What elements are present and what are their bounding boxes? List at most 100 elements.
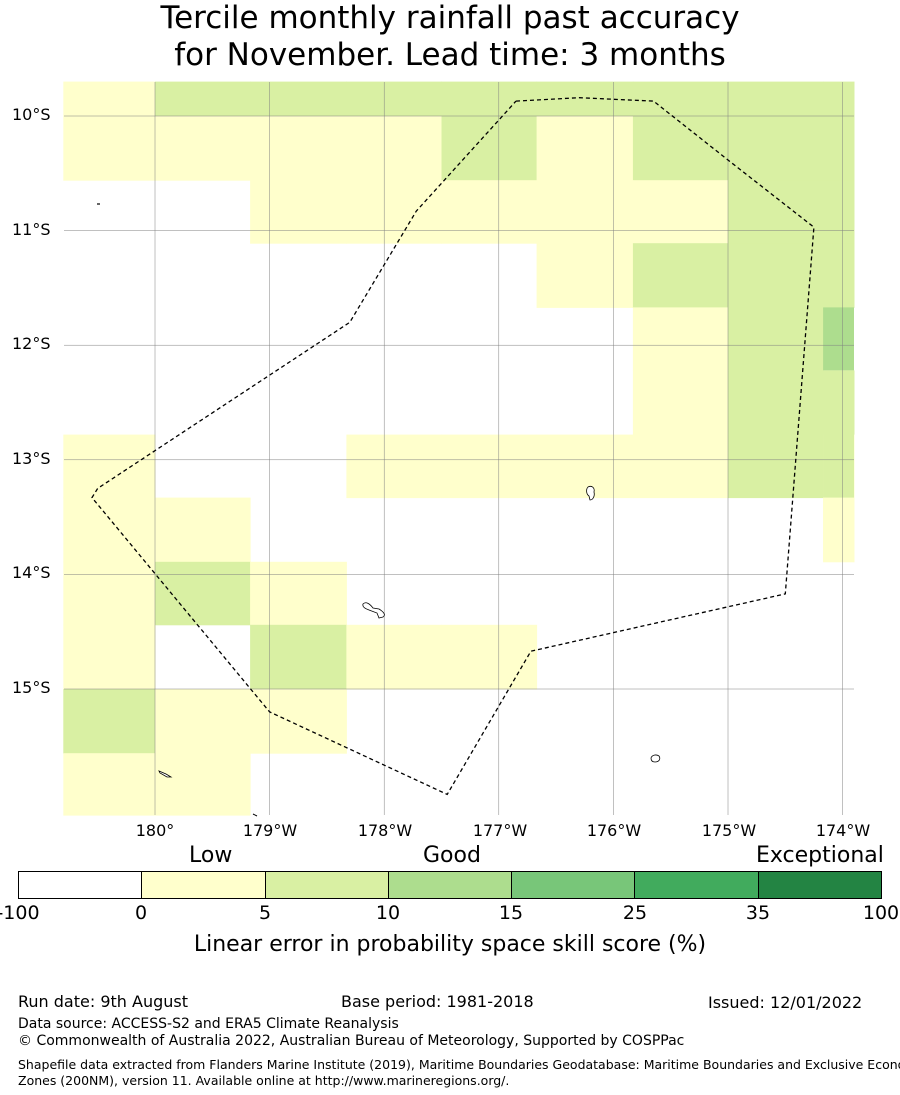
skill-cell bbox=[63, 497, 156, 563]
skill-cell bbox=[250, 116, 347, 181]
skill-cell bbox=[63, 561, 156, 626]
skill-score-cells bbox=[63, 81, 855, 816]
skill-cell bbox=[155, 81, 251, 117]
skill-cell bbox=[823, 434, 854, 498]
skill-cell bbox=[441, 180, 538, 244]
skill-cell bbox=[632, 243, 729, 308]
skill-cell bbox=[441, 434, 538, 499]
skill-cell bbox=[823, 497, 854, 562]
skill-cell bbox=[250, 624, 347, 690]
lon-label-175w: 175°W bbox=[701, 821, 757, 840]
colorbar-label: Linear error in probability space skill … bbox=[193, 932, 707, 957]
lon-label-178w: 178°W bbox=[357, 821, 413, 840]
lat-label-11s: 11°S bbox=[12, 220, 51, 239]
shapefile-credit-line-1: Shapefile data extracted from Flanders M… bbox=[18, 1057, 900, 1072]
data-source: Data source: ACCESS-S2 and ERA5 Climate … bbox=[18, 1016, 399, 1032]
skill-cell bbox=[823, 243, 855, 308]
colorbar-segment-5-10 bbox=[265, 872, 389, 898]
title-line-1: Tercile monthly rainfall past accuracy bbox=[160, 0, 740, 36]
lon-label-174w: 174°W bbox=[815, 821, 871, 840]
skill-cell bbox=[728, 307, 824, 371]
skill-cell bbox=[728, 81, 824, 117]
skill-cell bbox=[63, 434, 156, 499]
lon-label-180: 180° bbox=[135, 821, 175, 840]
skill-cell bbox=[346, 81, 442, 117]
skill-cell bbox=[536, 434, 634, 499]
skill-cell bbox=[632, 116, 729, 181]
skill-cell bbox=[346, 116, 442, 181]
skill-cell bbox=[536, 180, 634, 244]
shapefile-credit-line-2: Zones (200NM), version 11. Available onl… bbox=[18, 1073, 510, 1088]
map-title: Tercile monthly rainfall past accuracy f… bbox=[0, 0, 900, 74]
colorbar-tick: -100 bbox=[0, 902, 40, 924]
skill-cell bbox=[632, 81, 729, 117]
skill-cell bbox=[536, 116, 634, 181]
lon-label-177w: 177°W bbox=[472, 821, 528, 840]
lat-label-13s: 13°S bbox=[12, 449, 51, 468]
skill-cell bbox=[155, 689, 251, 754]
colorbar-category-low: Low bbox=[189, 843, 233, 868]
skill-cell bbox=[155, 497, 251, 563]
skill-cell bbox=[728, 116, 824, 181]
skill-cell bbox=[346, 180, 442, 244]
issued-date: Issued: 12/01/2022 bbox=[708, 993, 863, 1012]
colorbar-category-good: Good bbox=[423, 843, 481, 868]
skill-cell bbox=[823, 116, 855, 181]
lat-label-12s: 12°S bbox=[12, 334, 51, 353]
copyright-notice: © Commonwealth of Australia 2022, Austra… bbox=[18, 1033, 685, 1049]
skill-cell bbox=[441, 624, 538, 690]
colorbar-segment-neg100-0 bbox=[19, 872, 143, 898]
colorbar-tick: 100 bbox=[862, 902, 900, 924]
colorbar-tick: 0 bbox=[134, 902, 148, 924]
skill-cell bbox=[728, 370, 824, 436]
skill-cell bbox=[536, 243, 634, 308]
lon-label-179w: 179°W bbox=[242, 821, 298, 840]
colorbar-tick: 25 bbox=[622, 902, 648, 924]
skill-cell bbox=[155, 116, 251, 181]
skill-cell bbox=[250, 561, 347, 626]
lat-label-10s: 10°S bbox=[12, 105, 51, 124]
skill-cell bbox=[155, 753, 251, 816]
skill-cell bbox=[63, 689, 156, 754]
skill-cell bbox=[346, 624, 442, 690]
skill-cell bbox=[63, 624, 156, 690]
skill-cell bbox=[250, 689, 347, 754]
skill-cell bbox=[63, 753, 156, 816]
skill-cell bbox=[63, 81, 156, 117]
skill-cell bbox=[728, 243, 824, 308]
skill-cell bbox=[441, 116, 538, 181]
skill-cell bbox=[63, 116, 156, 181]
lon-label-176w: 176°W bbox=[586, 821, 642, 840]
colorbar-segment-25-35 bbox=[635, 872, 759, 898]
lat-label-15s: 15°S bbox=[12, 678, 51, 697]
colorbar-tick: 15 bbox=[498, 902, 524, 924]
eez-boundary bbox=[91, 97, 815, 796]
skill-cell bbox=[823, 81, 855, 117]
island-southwest bbox=[158, 770, 173, 778]
map-gridlines bbox=[64, 82, 854, 815]
islet-south bbox=[252, 813, 258, 817]
colorbar-category-exceptional: Exceptional bbox=[756, 843, 884, 868]
skill-cell bbox=[250, 180, 347, 244]
skill-cell bbox=[728, 434, 824, 499]
skill-cell bbox=[632, 370, 729, 436]
skill-cell bbox=[632, 180, 729, 244]
skill-cell bbox=[155, 561, 251, 626]
skill-cell bbox=[346, 434, 442, 499]
colorbar-segment-10-15 bbox=[388, 872, 513, 898]
colorbar-tick: 35 bbox=[745, 902, 771, 924]
islands bbox=[97, 203, 661, 817]
colorbar bbox=[18, 871, 882, 899]
skill-cell bbox=[823, 307, 854, 371]
colorbar-segment-0-5 bbox=[142, 872, 266, 898]
skill-cell bbox=[632, 307, 729, 371]
run-date: Run date: 9th August bbox=[18, 992, 188, 1011]
skill-cell bbox=[632, 434, 729, 499]
rainfall-accuracy-map bbox=[63, 81, 855, 817]
base-period: Base period: 1981-2018 bbox=[341, 992, 534, 1011]
colorbar-tick: 5 bbox=[258, 902, 272, 924]
island-east bbox=[586, 485, 595, 501]
skill-cell bbox=[728, 180, 824, 244]
skill-cell bbox=[250, 81, 347, 117]
lat-label-14s: 14°S bbox=[12, 563, 51, 582]
